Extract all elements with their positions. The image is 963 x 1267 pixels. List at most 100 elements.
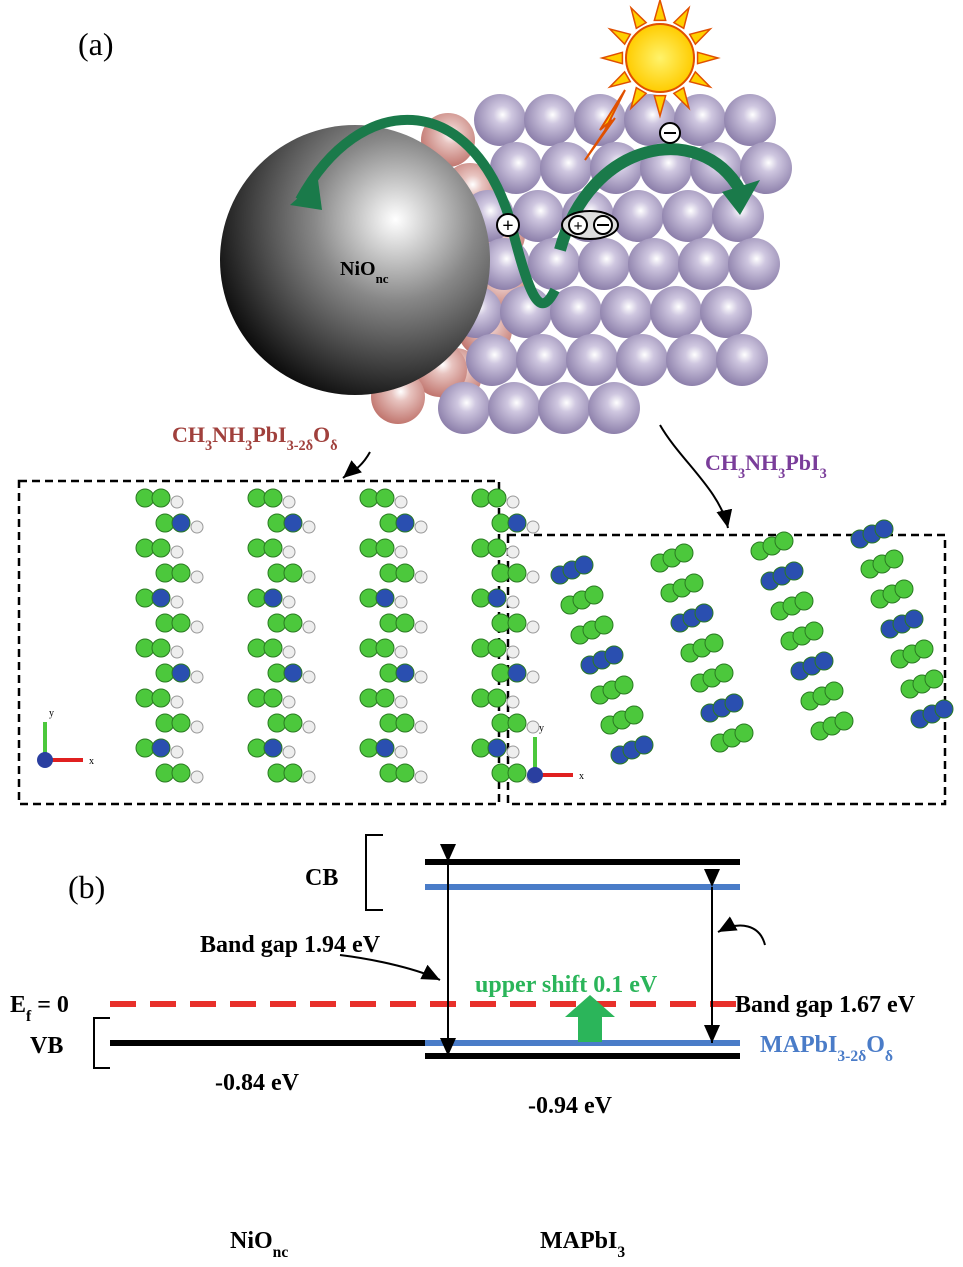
atom — [396, 714, 414, 732]
pointer — [343, 452, 370, 478]
atom — [380, 714, 398, 732]
atom — [395, 646, 407, 658]
atom — [136, 639, 154, 657]
atom — [360, 589, 378, 607]
text-part: NiO — [340, 258, 376, 280]
atom — [248, 489, 266, 507]
atom — [191, 571, 203, 583]
atom — [268, 714, 286, 732]
atom — [152, 489, 170, 507]
atom — [695, 604, 713, 622]
crystal-structures: yxyx — [37, 489, 953, 783]
atom — [136, 539, 154, 557]
figure: + + (a) NiOnc CH3NH3PbI3-2δOδ CH3NH3PbI3… — [0, 0, 963, 1262]
atom — [396, 514, 414, 532]
atom — [488, 489, 506, 507]
atom — [415, 621, 427, 633]
atom — [508, 764, 526, 782]
atom — [615, 676, 633, 694]
atom — [395, 546, 407, 558]
cb-label: CB — [305, 865, 338, 891]
atom — [492, 564, 510, 582]
svg-text:+: + — [573, 218, 582, 235]
atom — [675, 544, 693, 562]
atom — [488, 689, 506, 707]
atom — [360, 739, 378, 757]
atom — [415, 671, 427, 683]
atom — [472, 489, 490, 507]
atom — [825, 682, 843, 700]
atom — [284, 664, 302, 682]
atom — [360, 639, 378, 657]
atom — [284, 714, 302, 732]
atom — [136, 589, 154, 607]
atom — [595, 616, 613, 634]
atom — [360, 489, 378, 507]
perovskite-sphere — [678, 238, 730, 290]
atom — [380, 614, 398, 632]
perovskite-sphere — [578, 238, 630, 290]
sun-ray — [610, 72, 631, 87]
sun-ray — [602, 52, 622, 63]
atom — [527, 671, 539, 683]
atom — [507, 696, 519, 708]
atom — [191, 771, 203, 783]
text-part: O — [866, 1032, 885, 1058]
perovskite-sphere — [528, 238, 580, 290]
atom — [415, 521, 427, 533]
perovskite-sphere — [466, 334, 518, 386]
perovskite-sphere — [524, 94, 576, 146]
sun-ray — [698, 52, 718, 63]
atom — [395, 496, 407, 508]
atom — [835, 712, 853, 730]
subscript: δ — [330, 438, 337, 454]
atom — [815, 652, 833, 670]
gap-left: Band gap 1.94 eV — [200, 932, 381, 958]
subscript: 3-2δ — [287, 438, 313, 454]
atom — [492, 664, 510, 682]
atom — [805, 622, 823, 640]
atom — [152, 739, 170, 757]
subscript: 3 — [205, 438, 212, 454]
text-part: O — [313, 422, 330, 447]
atom — [171, 746, 183, 758]
atom — [283, 696, 295, 708]
atom — [715, 664, 733, 682]
atom — [507, 746, 519, 758]
atom — [156, 564, 174, 582]
atom — [156, 614, 174, 632]
atom — [575, 556, 593, 574]
atom — [507, 546, 519, 558]
atom — [268, 564, 286, 582]
subscript: 3 — [617, 1244, 625, 1261]
doped-label: MAPbI3-2δOδ — [760, 1032, 893, 1065]
atom — [268, 614, 286, 632]
atom — [472, 539, 490, 557]
text-part: NiO — [230, 1228, 273, 1254]
sun-ray — [690, 72, 711, 87]
nio-vb-value: -0.84 eV — [215, 1070, 300, 1096]
text-part: CH — [705, 450, 738, 475]
atom — [735, 724, 753, 742]
atom — [725, 694, 743, 712]
atom — [191, 721, 203, 733]
atom — [488, 589, 506, 607]
atom — [492, 614, 510, 632]
perovskite-sphere — [628, 238, 680, 290]
atom — [472, 739, 490, 757]
atom — [895, 580, 913, 598]
atom — [380, 664, 398, 682]
perovskite-sphere — [666, 334, 718, 386]
atom — [527, 721, 539, 733]
atom — [492, 764, 510, 782]
atom — [527, 521, 539, 533]
text-part: MAPbI — [760, 1032, 837, 1058]
atom — [284, 764, 302, 782]
atom — [268, 664, 286, 682]
atom — [396, 664, 414, 682]
atom — [152, 689, 170, 707]
atom — [264, 589, 282, 607]
subscript: nc — [376, 271, 389, 286]
atom — [488, 639, 506, 657]
sun-ray — [654, 0, 665, 20]
